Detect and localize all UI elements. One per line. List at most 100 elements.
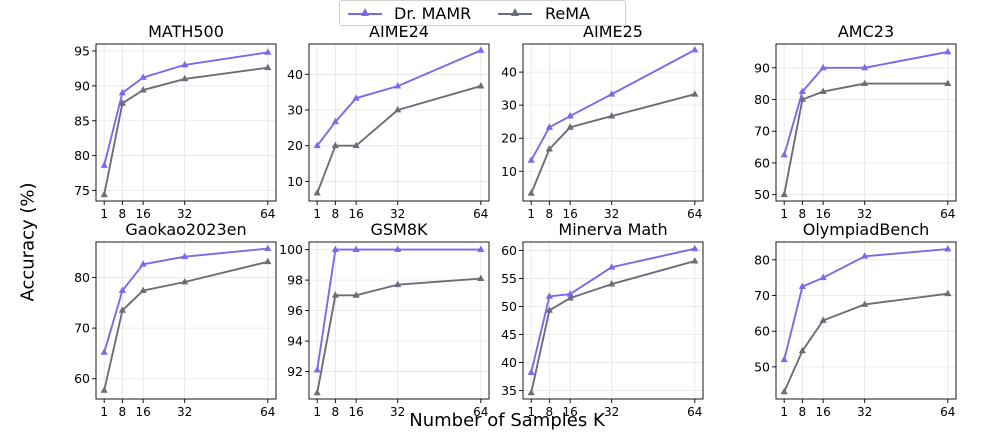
x-tick-label: 64 — [940, 405, 955, 419]
data-point-rema-gsm8k — [313, 388, 321, 396]
data-point-dr-mamr-aime24 — [331, 117, 339, 125]
data-point-dr-mamr-gaokao2023en — [181, 252, 189, 260]
data-point-rema-minerva-math — [527, 388, 535, 396]
series-line-rema-math500 — [103, 66, 268, 195]
panel-frame-aime25 — [522, 43, 704, 202]
data-point-rema-gaokao2023en — [100, 386, 108, 393]
data-point-dr-mamr-aime24 — [313, 141, 321, 149]
data-point-rema-minerva-math — [691, 257, 699, 264]
data-point-rema-math500 — [181, 74, 189, 82]
y-tick-label: 95 — [74, 43, 90, 58]
y-tick-label: 80 — [754, 252, 770, 267]
x-axis-label: Number of Samples K — [409, 410, 605, 431]
data-point-rema-olympiadbench — [780, 387, 788, 395]
panel-title-aime25: AIME25 — [583, 22, 643, 41]
panel-title-math500: MATH500 — [148, 22, 224, 41]
x-tick-label: 32 — [604, 405, 619, 419]
data-point-rema-gaokao2023en — [118, 306, 126, 313]
y-tick-label: 55 — [501, 271, 517, 286]
y-tick-label: 60 — [754, 155, 770, 170]
data-point-dr-mamr-amc23 — [861, 63, 869, 71]
data-point-rema-gaokao2023en — [181, 278, 189, 285]
data-point-dr-mamr-math500 — [118, 88, 126, 96]
x-tick-label: 16 — [136, 207, 151, 221]
data-point-dr-mamr-amc23 — [798, 87, 806, 94]
data-point-dr-mamr-gsm8k — [352, 245, 360, 253]
y-tick-label: 92 — [287, 364, 303, 379]
data-point-dr-mamr-aime25 — [566, 112, 574, 119]
series-line-rema-aime25 — [530, 93, 696, 194]
data-point-dr-mamr-aime24 — [352, 94, 360, 101]
y-tick-label: 20 — [501, 131, 517, 146]
y-tick-label: 75 — [74, 183, 90, 198]
data-point-rema-aime24 — [477, 82, 485, 89]
y-tick-label: 60 — [74, 371, 90, 386]
data-point-rema-olympiadbench — [798, 346, 806, 354]
data-point-dr-mamr-gsm8k — [477, 245, 485, 253]
data-point-rema-math500 — [118, 99, 126, 106]
y-tick-label: 10 — [501, 164, 517, 179]
data-point-dr-mamr-gaokao2023en — [139, 260, 147, 267]
panel-frame-math500 — [95, 43, 277, 202]
y-tick-label: 50 — [754, 359, 770, 374]
y-tick-label: 40 — [287, 67, 303, 82]
x-tick-label: 8 — [332, 207, 340, 221]
y-tick-label: 60 — [754, 324, 770, 339]
y-tick-label: 40 — [501, 65, 517, 80]
data-point-dr-mamr-math500 — [181, 60, 189, 68]
data-point-dr-mamr-gaokao2023en — [118, 286, 126, 294]
x-tick-label: 32 — [177, 207, 192, 221]
data-point-dr-mamr-amc23 — [819, 63, 827, 71]
data-point-dr-mamr-math500 — [100, 161, 108, 168]
series-line-dr-mamr-math500 — [103, 51, 268, 166]
x-tick-label: 16 — [816, 405, 831, 419]
x-tick-label: 64 — [260, 405, 275, 419]
data-point-rema-aime24 — [313, 189, 321, 196]
y-tick-label: 80 — [74, 148, 90, 163]
x-tick-label: 8 — [546, 207, 554, 221]
data-point-dr-mamr-olympiadbench — [819, 273, 827, 281]
data-point-rema-aime24 — [352, 141, 360, 149]
y-tick-label: 96 — [287, 303, 303, 318]
x-tick-label: 1 — [527, 405, 535, 419]
y-tick-label: 50 — [754, 187, 770, 202]
x-tick-label: 32 — [604, 207, 619, 221]
y-tick-label: 98 — [287, 273, 303, 288]
x-tick-label: 1 — [780, 207, 788, 221]
data-point-rema-aime24 — [394, 106, 402, 113]
data-point-dr-mamr-gsm8k — [394, 245, 402, 253]
x-tick-label: 64 — [260, 207, 275, 221]
x-tick-label: 16 — [349, 207, 364, 221]
x-tick-label: 16 — [563, 405, 578, 419]
x-tick-label: 8 — [119, 207, 127, 221]
data-point-rema-math500 — [100, 190, 108, 198]
x-tick-label: 1 — [313, 207, 321, 221]
x-tick-label: 16 — [349, 405, 364, 419]
series-line-rema-olympiadbench — [783, 292, 948, 393]
data-point-rema-olympiadbench — [819, 316, 827, 323]
x-tick-label: 8 — [799, 207, 807, 221]
x-tick-label: 16 — [816, 207, 831, 221]
y-tick-label: 45 — [501, 327, 517, 342]
data-point-dr-mamr-aime25 — [527, 156, 535, 163]
panel-frame-gsm8k — [308, 241, 490, 400]
series-line-rema-aime24 — [316, 85, 482, 194]
panel-title-olympiadbench: OlympiadBench — [803, 220, 930, 239]
data-point-rema-amc23 — [944, 79, 952, 87]
x-tick-label: 8 — [332, 405, 340, 419]
data-point-dr-mamr-minerva-math — [545, 292, 553, 299]
x-tick-label: 32 — [390, 207, 405, 221]
x-tick-label: 16 — [563, 207, 578, 221]
x-tick-label: 1 — [527, 207, 535, 221]
legend-marker-rema — [511, 8, 519, 16]
y-tick-label: 90 — [74, 78, 90, 93]
panel-frame-minerva-math — [522, 241, 704, 400]
data-point-dr-mamr-amc23 — [944, 47, 952, 55]
legend-marker-dr-mamr — [361, 8, 369, 16]
data-point-rema-gaokao2023en — [139, 286, 147, 294]
data-point-dr-mamr-aime25 — [691, 45, 699, 53]
legend-label-dr-mamr: Dr. MAMR — [394, 4, 472, 23]
data-point-rema-math500 — [139, 86, 147, 93]
panel-frame-olympiadbench — [775, 241, 957, 400]
data-point-dr-mamr-minerva-math — [608, 263, 616, 270]
